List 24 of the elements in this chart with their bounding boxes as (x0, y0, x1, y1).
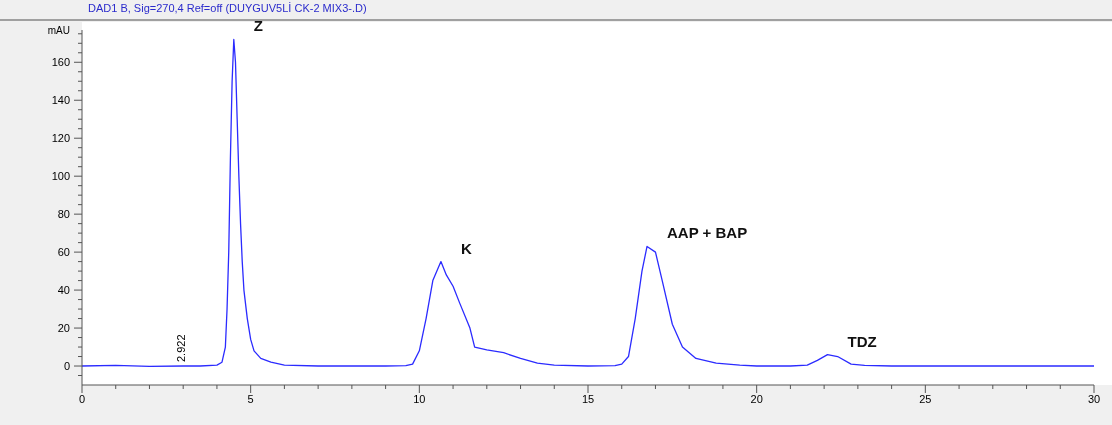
y-tick-label: 120 (51, 132, 70, 145)
annotation: AAP + BAP (667, 224, 748, 242)
y-tick-label: 0 (63, 360, 70, 373)
y-tick-label: 20 (57, 322, 70, 335)
line-series (81, 38, 1095, 368)
annotation: TDZ (847, 332, 877, 350)
y-axis-title: mAU (47, 25, 70, 36)
y-tick-label: 40 (57, 284, 70, 297)
x-tick-label: 15 (581, 393, 595, 405)
y-tick-label: 60 (57, 246, 70, 259)
y-tick-label: 160 (51, 56, 70, 69)
y-tick-label: 100 (51, 170, 70, 183)
chart-title: DAD1 B, Sig=270,4 Ref=off (DUYGUV5Lİ CK-2 MIX3-.D) (88, 2, 367, 14)
x-tick-label: 0 (78, 393, 86, 405)
y-tick-label: 80 (57, 208, 70, 221)
y-tick-label: 140 (51, 94, 70, 107)
x-tick-label: 20 (750, 393, 763, 405)
annotation: K (460, 239, 472, 257)
annotation: Z (253, 17, 263, 35)
annotation: 2.922 (174, 334, 187, 363)
x-tick-label: 5 (247, 393, 254, 405)
x-tick-label: 25 (919, 393, 932, 405)
x-tick-label: 30 (1087, 393, 1101, 405)
x-tick-label: 10 (413, 393, 426, 405)
